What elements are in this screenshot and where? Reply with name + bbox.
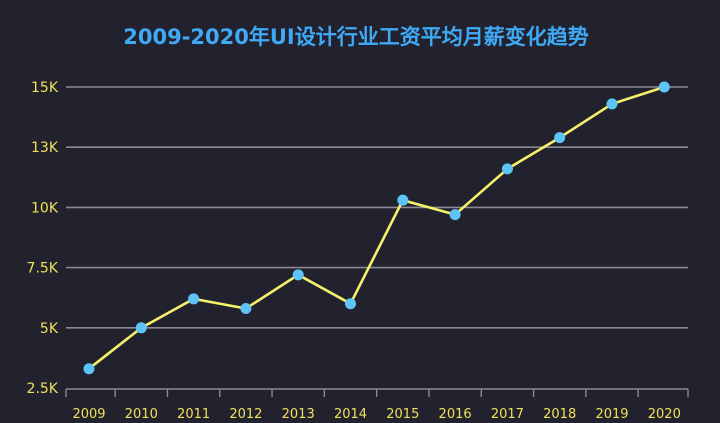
data-point [397, 194, 409, 206]
x-tick-label: 2014 [334, 407, 367, 422]
data-point [658, 81, 670, 93]
x-tick-label: 2010 [125, 407, 158, 422]
data-point [501, 163, 513, 175]
y-tick-label: 7.5K [27, 261, 59, 277]
x-tick-label: 2013 [282, 407, 315, 422]
y-tick-label: 10K [31, 200, 59, 216]
data-point [83, 363, 95, 375]
gridlines [66, 86, 688, 329]
data-point [188, 293, 200, 305]
y-tick-label: 15K [31, 80, 59, 96]
data-point [606, 98, 618, 110]
x-tick-label: 2015 [386, 407, 419, 422]
chart-title: 2009-2020年UI设计行业工资平均月薪变化趋势 [123, 25, 588, 49]
y-tick-label: 13K [31, 140, 59, 156]
data-point [135, 322, 147, 334]
x-tick-label: 2020 [648, 407, 681, 422]
y-tick-label: 5K [40, 321, 59, 337]
data-point [292, 269, 304, 281]
x-tick-label: 2009 [72, 407, 105, 422]
x-tick-label: 2011 [177, 407, 210, 422]
data-point [240, 303, 252, 315]
data-point [449, 209, 461, 221]
series-line [88, 85, 665, 370]
y-axis-ticks: 2.5K 5K 7.5K 10K 13K 15K [27, 80, 59, 397]
plot-area [83, 81, 670, 375]
data-point [345, 298, 356, 310]
x-tick-label: 2018 [543, 407, 576, 422]
x-tick-label: 2012 [229, 407, 262, 422]
x-tick-label: 2017 [491, 407, 524, 422]
x-tick-label: 2019 [595, 407, 628, 422]
data-point [554, 132, 566, 144]
x-tick-label: 2016 [439, 407, 472, 422]
x-axis: 2009 2010 2011 2012 2013 2014 2015 2016 2017 2018… [65, 388, 689, 422]
y-tick-label: 2.5K [27, 381, 59, 397]
